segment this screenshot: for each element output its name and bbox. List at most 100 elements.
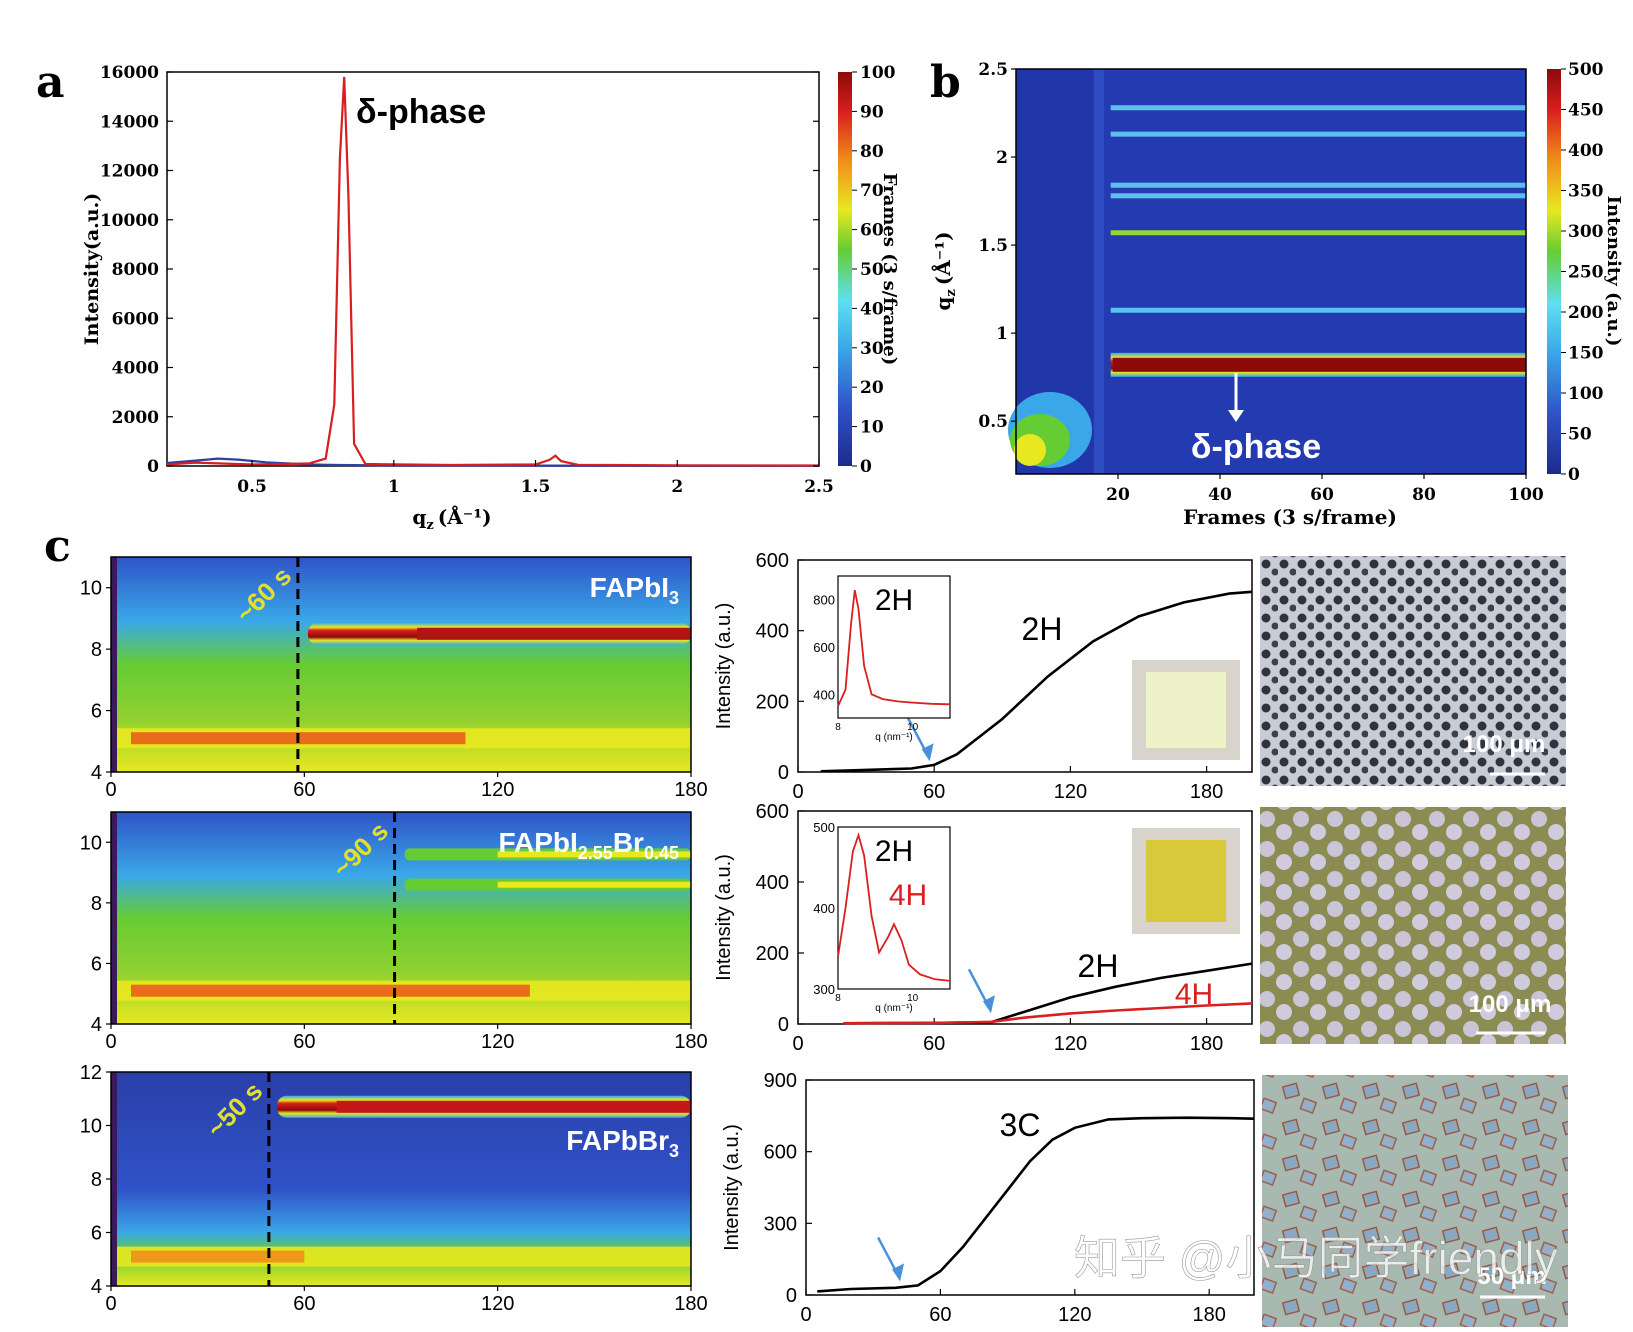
panel-b-x-tick-label: 80: [1412, 485, 1436, 505]
heatmap-x-tick-label: 180: [674, 779, 707, 801]
heatmap-composition-label: FAPbI3: [590, 572, 679, 608]
panel-a-y-tick-label: 10000: [100, 211, 159, 231]
panel-b-colorbar-tick-label: 250: [1568, 263, 1604, 283]
inset-curve: [837, 832, 951, 982]
heatmap-x-tick-label: 0: [105, 1031, 116, 1053]
panel-a-annotation-delta-phase: δ-phase: [356, 93, 486, 131]
panel-a-y-tick-label: 8000: [112, 260, 159, 280]
micrograph-fapbi3: [1260, 556, 1566, 786]
heatmap-x-tick-label: 180: [674, 1031, 707, 1053]
panel-b-arrow-head: [1228, 410, 1244, 422]
panel-b-colorbar-tick-label: 400: [1568, 141, 1604, 161]
panel-label-c: c: [44, 521, 71, 572]
heatmap-x-tick-label: 0: [105, 779, 116, 801]
line-chart-series-2H: [820, 590, 1253, 773]
series-label-2h: 2H: [1078, 948, 1119, 984]
panel-b-band: [1110, 230, 1526, 236]
panel-a-y-tick-label: 6000: [112, 309, 159, 329]
heatmap-x-tick-label: 180: [674, 1293, 707, 1315]
inset-x-axis-label: q (nm⁻¹): [875, 732, 913, 743]
inset-x-axis-label: q (nm⁻¹): [875, 1003, 913, 1014]
heatmap-band-low-q-core: [131, 984, 530, 997]
line-chart-x-tick-label: 0: [792, 781, 803, 803]
inset-label-4h: 4H: [889, 879, 927, 912]
film-photo-sample: [1146, 672, 1226, 748]
panel-b-colorbar: [1547, 69, 1561, 474]
inset-curve: [837, 590, 951, 707]
line-chart-x-tick-label: 120: [1058, 1304, 1091, 1326]
panel-a-colorbar-tick-label: 0: [860, 457, 872, 477]
panel-b-colorbar-tick-label: 50: [1568, 425, 1592, 445]
line-chart-x-tick-label: 180: [1190, 781, 1223, 803]
line-chart-y-tick-label: 0: [778, 1014, 789, 1036]
inset-y-tick-label: 600: [813, 640, 835, 655]
line-chart-y-tick-label: 200: [756, 943, 789, 965]
onset-arrow: [967, 968, 990, 1006]
panel-a-colorbar-label: Frames (3 s/frame): [879, 173, 900, 365]
inset-x-tick-label: 10: [907, 722, 919, 733]
panel-b-colorbar-tick-label: 300: [1568, 222, 1604, 242]
inset-y-tick-label: 300: [813, 982, 835, 997]
scale-label-3: 50 μm: [1477, 1263, 1546, 1290]
panel-a-colorbar-tick-label: 80: [860, 142, 884, 162]
inset-x-tick-label: 8: [835, 722, 841, 733]
panel-b-annotation-delta-phase: δ-phase: [1191, 428, 1321, 466]
scale-label-1: 100 μm: [1463, 731, 1546, 758]
line-chart-x-tick-label: 180: [1190, 1033, 1223, 1055]
inset-label-2h: 2H: [875, 835, 913, 868]
heatmap-label-part: FAPbI: [590, 572, 669, 603]
panel-a-y-tick-label: 2000: [112, 408, 159, 428]
panel-a-x-axis-label: qz (Å⁻¹): [412, 505, 491, 533]
panel-b-colorbar-tick-label: 500: [1568, 60, 1604, 80]
line-chart-x-tick-label: 0: [800, 1304, 811, 1326]
heatmap-y-tick-label: 10: [80, 1116, 102, 1138]
panel-b-band: [1110, 307, 1526, 313]
panel-b-y-axis-label: qz(Å⁻¹): [931, 231, 959, 310]
micrograph-fapbi-br: [1260, 807, 1566, 1044]
film-photo-sample: [1146, 840, 1226, 922]
heatmap-y-tick-label: 10: [80, 578, 102, 600]
onset-arrow-head: [921, 743, 934, 762]
watermark: 知乎 @小马同学friendly: [1074, 1232, 1558, 1284]
panel-a-x-tick-label: 1: [388, 477, 400, 497]
panel-a-colorbar-tick-label: 100: [860, 63, 896, 83]
line-chart-y-tick-label: 0: [786, 1285, 797, 1307]
panel-c-micrographs: 100 μm 100 μm 50 μm: [1260, 556, 1568, 1327]
heatmap-y-tick-label: 8: [91, 1169, 102, 1191]
line-chart-series-4H: [843, 1002, 1253, 1025]
panel-b-y-tick-label: 0.5: [978, 412, 1008, 432]
heatmap-start-strip: [111, 812, 117, 1024]
heatmap-label-part: 0.45: [644, 843, 679, 863]
panel-b-x-tick-label: 40: [1208, 485, 1232, 505]
panel-b-heatmap: δ-phase 20 40 60 80 100 0.5 1 1.5 2 2.5 Frames (…: [931, 60, 1624, 529]
heatmap-start-strip: [111, 557, 117, 772]
micrograph-fapbbr3: [1262, 1075, 1568, 1327]
onset-arrow-head: [982, 995, 995, 1014]
panel-b-y-tick-label: 2.5: [978, 60, 1008, 80]
heatmap-frame: [110, 556, 692, 773]
heatmap-x-tick-label: 60: [293, 779, 315, 801]
line-chart-y-tick-label: 900: [764, 1070, 797, 1092]
panel-a-colorbar-tick-label: 30: [860, 339, 884, 359]
panel-b-x-tick-label: 20: [1106, 485, 1130, 505]
panel-label-b: b: [930, 57, 961, 108]
line-chart-series-3C: [817, 1116, 1255, 1293]
panel-b-y-tick-label: 1: [996, 324, 1008, 344]
line-chart-c6: 0 60 120 180 0 300 600 900 Intensity (a.u.) 3C: [721, 1070, 1255, 1326]
panel-a-colorbar-tick-label: 20: [860, 378, 884, 398]
heatmap-composition-label: FAPbBr3: [566, 1125, 679, 1161]
line-chart-x-tick-label: 120: [1054, 781, 1087, 803]
heatmap-x-tick-label: 120: [481, 1293, 514, 1315]
line-chart-y-tick-label: 200: [756, 691, 789, 713]
panel-b-transition-edge: [1094, 69, 1104, 474]
line-chart-y-tick-label: 400: [756, 872, 789, 894]
heatmap-y-tick-label: 6: [91, 701, 102, 723]
line-chart-c4: 0 60 120 180 0 200 400 600 Intensity (a.u.) 2H 8 10…: [713, 550, 1253, 803]
panel-b-band: [1110, 105, 1526, 111]
heatmap-band-crystal-core: [497, 881, 691, 888]
panel-a-plot-frame: [166, 71, 820, 467]
